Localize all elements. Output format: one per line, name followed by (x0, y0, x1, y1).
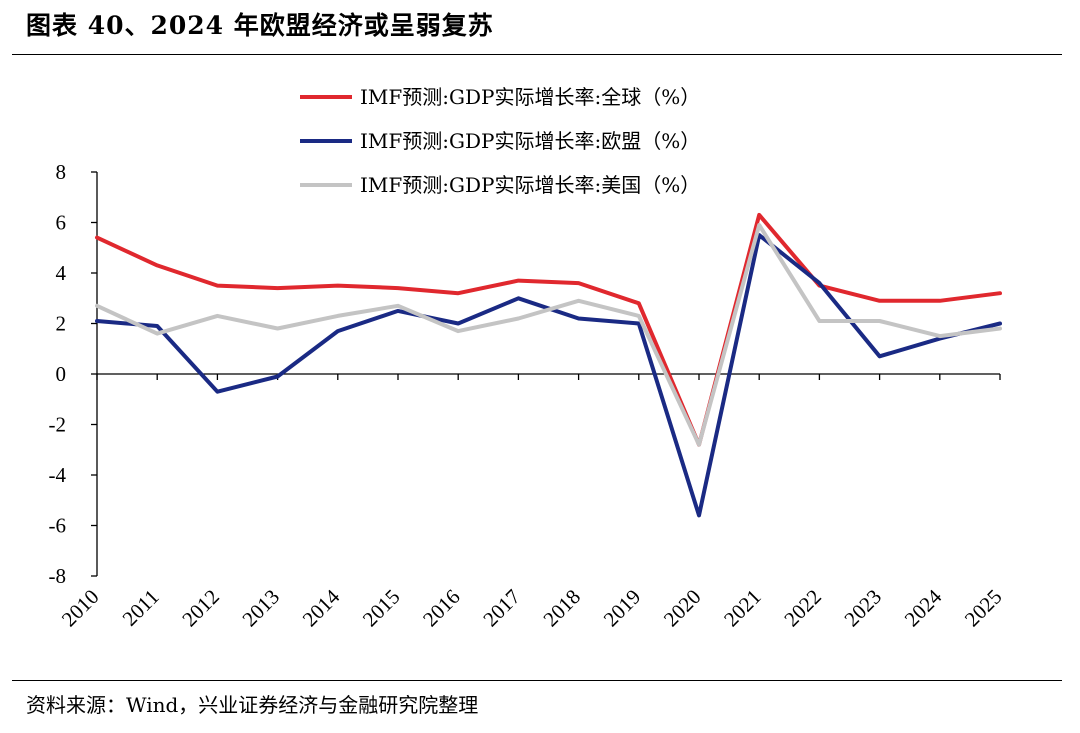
x-tick-label: 2017 (478, 585, 525, 632)
legend-label-0: IMF预测:GDP实际增长率:全球（%） (360, 85, 700, 109)
x-tick-label: 2021 (719, 585, 766, 632)
legend-label-2: IMF预测:GDP实际增长率:美国（%） (360, 173, 700, 197)
x-tick-label: 2016 (418, 585, 465, 632)
series-line-0 (95, 212, 1002, 447)
x-tick-label: 2022 (779, 585, 826, 632)
x-tick-label: 2019 (599, 585, 646, 632)
source-note: 资料来源：Wind，兴业证券经济与金融研究院整理 (26, 693, 479, 717)
x-tick-label: 2015 (358, 585, 405, 632)
chart-series-layer (95, 212, 1002, 518)
x-tick-label: 2013 (237, 585, 284, 632)
y-tick-label: 4 (56, 261, 67, 285)
top-rule (12, 54, 1062, 55)
y-tick-label: 6 (56, 211, 67, 235)
series-line-2 (95, 223, 1002, 447)
y-tick-label: 8 (56, 160, 67, 184)
figure-title: 图表 40、2024 年欧盟经济或呈弱复苏 (26, 11, 494, 40)
x-tick-label: 2010 (57, 585, 104, 632)
x-tick-label: 2023 (839, 585, 886, 632)
x-tick-label: 2020 (659, 585, 706, 632)
y-tick-label: -2 (49, 413, 67, 437)
y-tick-label: 0 (56, 362, 67, 386)
x-tick-label: 2011 (118, 585, 164, 631)
bottom-rule (12, 680, 1062, 681)
legend-label-1: IMF预测:GDP实际增长率:欧盟（%） (360, 129, 700, 153)
y-tick-label: -6 (49, 514, 67, 538)
x-tick-label: 2024 (900, 584, 947, 631)
x-tick-label: 2025 (960, 585, 1007, 632)
y-tick-label: -4 (49, 463, 67, 487)
x-tick-label: 2012 (177, 585, 224, 632)
x-tick-label: 2018 (538, 585, 585, 632)
y-tick-label: 2 (56, 312, 67, 336)
chart-legend: IMF预测:GDP实际增长率:全球（%） IMF预测:GDP实际增长率:欧盟（%）… (300, 85, 700, 197)
x-tick-label: 2014 (298, 584, 345, 631)
y-tick-label: -8 (49, 564, 67, 588)
series-line-1 (95, 233, 1002, 518)
